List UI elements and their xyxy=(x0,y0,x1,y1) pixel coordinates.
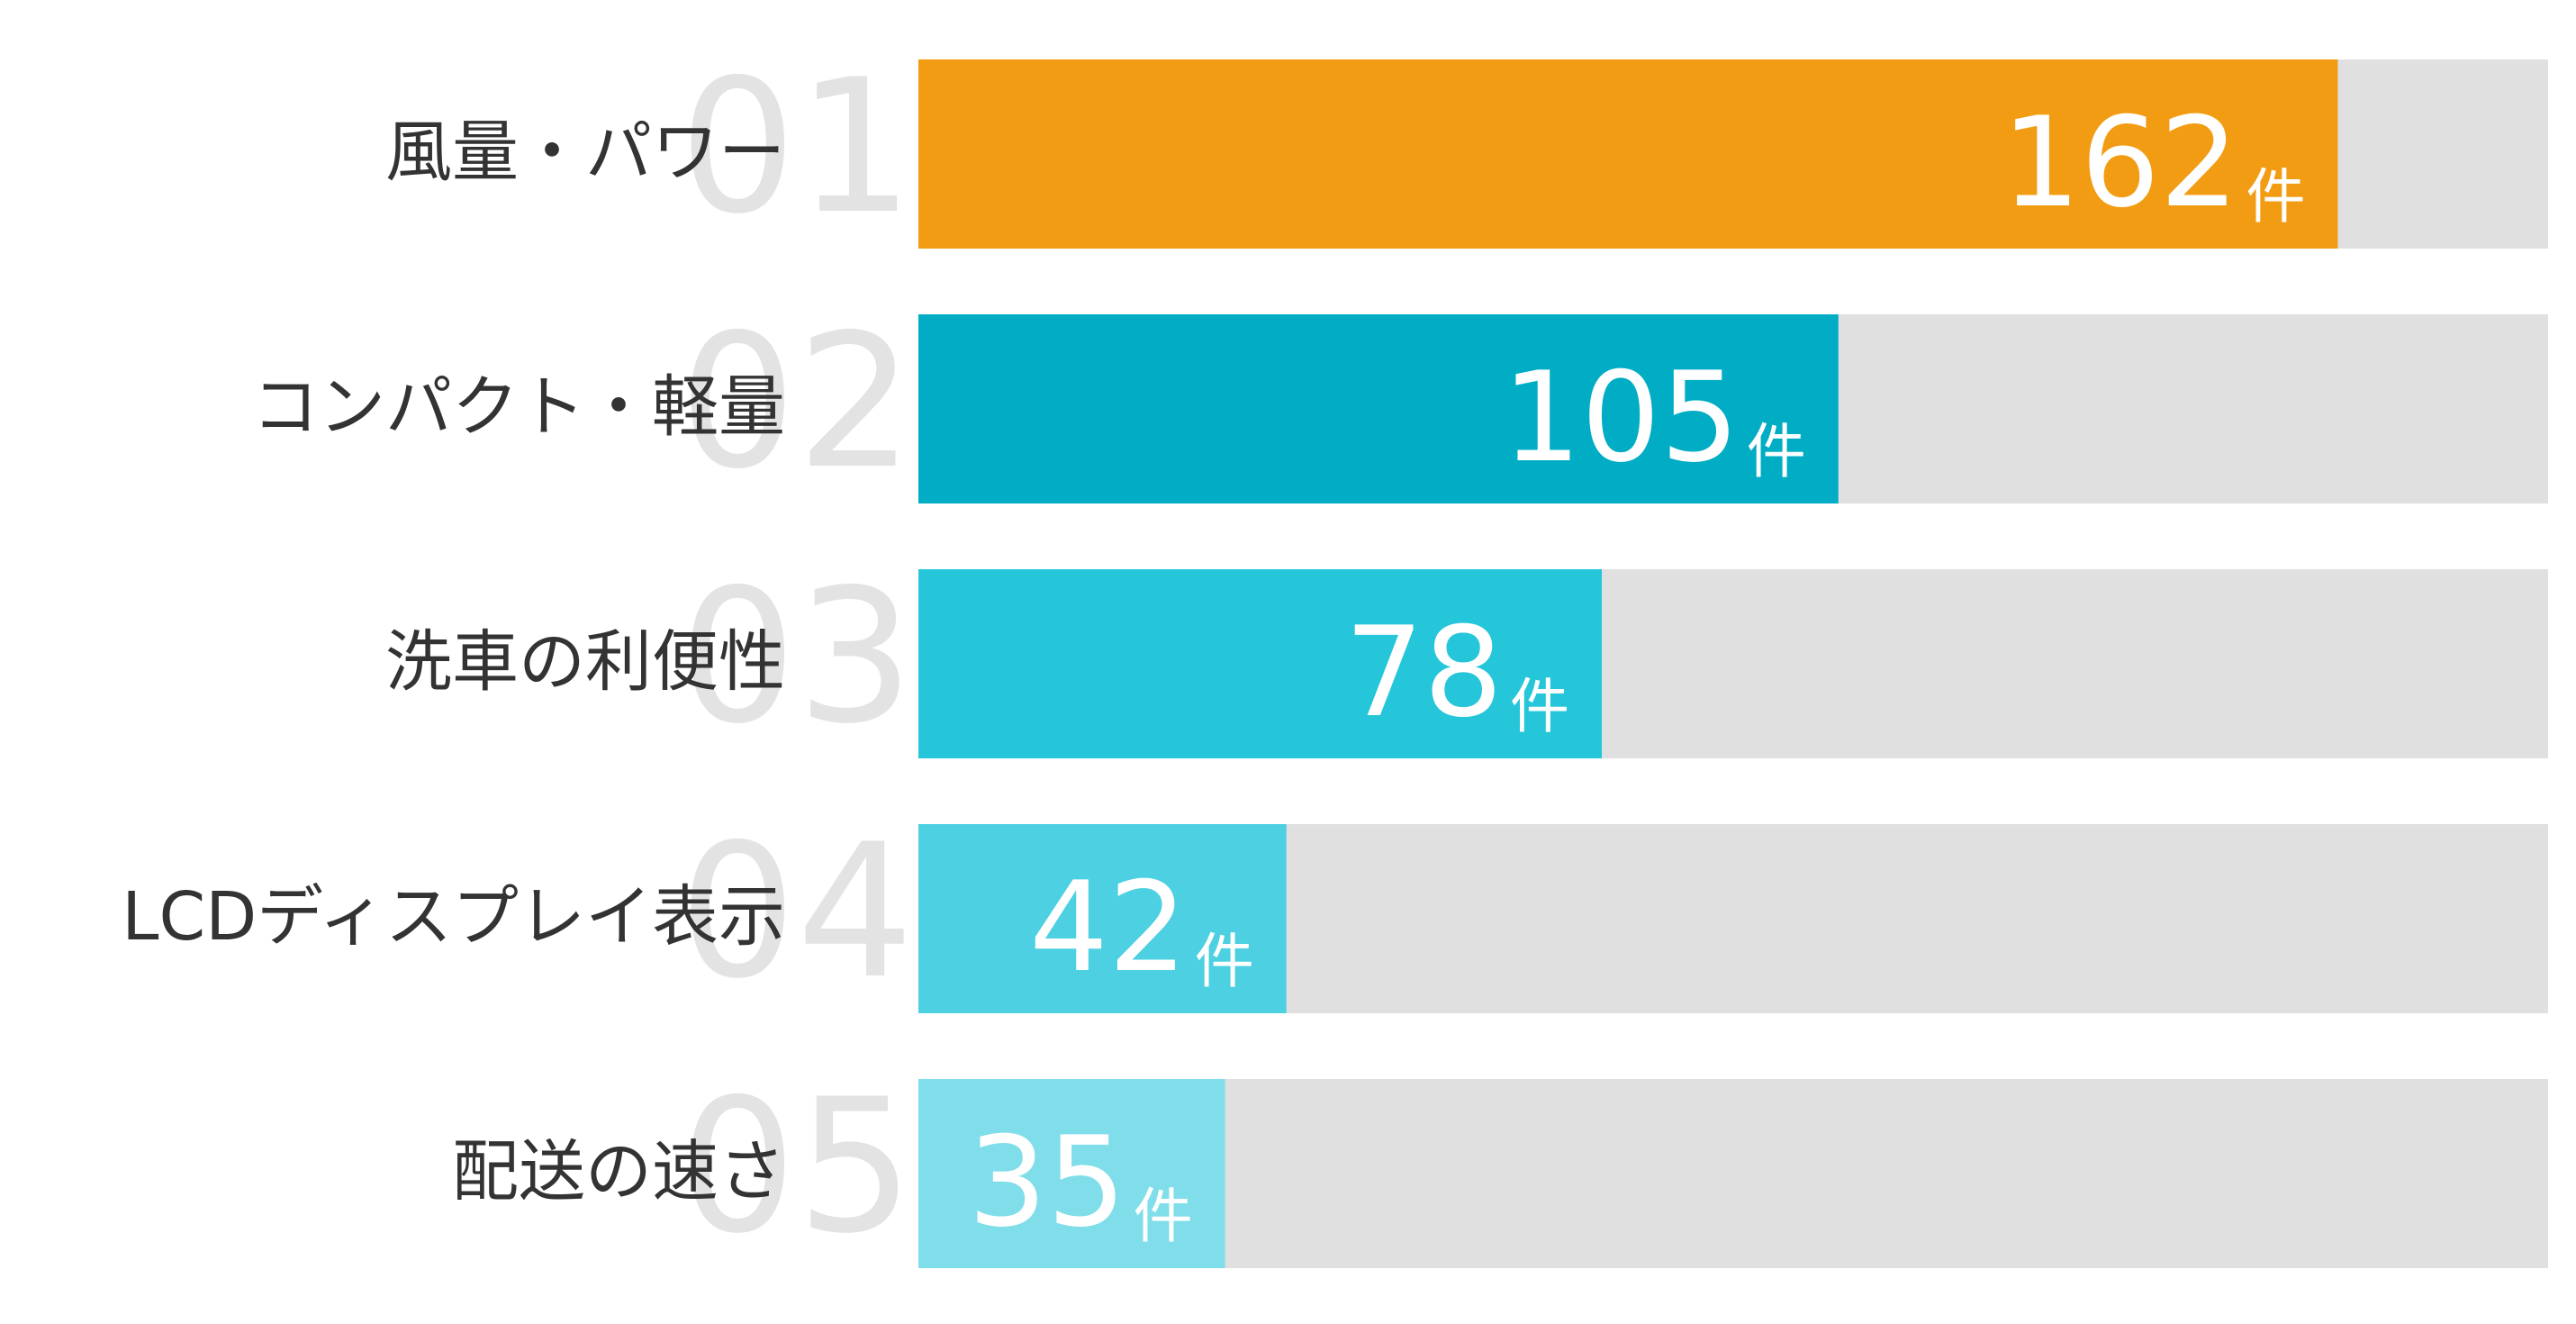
value-unit: 件 xyxy=(1195,927,1254,996)
category-label: LCDディスプレイ表示 xyxy=(122,878,785,956)
bar xyxy=(918,314,1839,503)
bar xyxy=(918,59,2338,249)
value-label: 162 xyxy=(2002,90,2238,235)
value-label: 35 xyxy=(968,1110,1126,1255)
value-unit: 件 xyxy=(1134,1182,1193,1251)
rank-number: 03 xyxy=(679,550,914,765)
rank-number: 05 xyxy=(679,1060,914,1274)
value-label: 42 xyxy=(1029,855,1188,1000)
rank-number: 02 xyxy=(679,295,914,510)
category-label: コンパクト・軽量 xyxy=(252,368,785,446)
value-label: 105 xyxy=(1502,345,1739,490)
category-label: 洗車の利便性 xyxy=(385,623,785,701)
value-label: 78 xyxy=(1344,600,1503,745)
category-label: 風量・パワー xyxy=(385,113,785,191)
rank-number: 01 xyxy=(679,41,914,255)
rank-number: 04 xyxy=(679,805,914,1020)
bar xyxy=(918,569,1603,758)
bar xyxy=(918,1079,1225,1268)
category-label: 配送の速さ xyxy=(452,1133,785,1211)
value-unit: 件 xyxy=(2246,162,2305,231)
value-unit: 件 xyxy=(1510,672,1569,741)
bar xyxy=(918,824,1287,1013)
value-unit: 件 xyxy=(1747,417,1806,486)
